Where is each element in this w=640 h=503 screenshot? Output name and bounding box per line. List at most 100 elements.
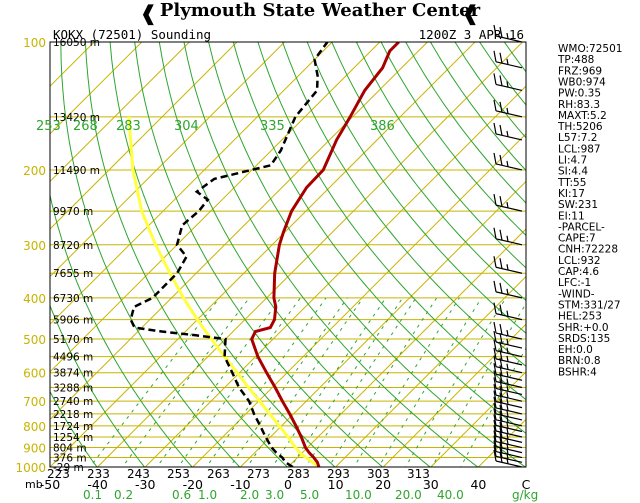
dry-adiabat-line	[84, 42, 289, 467]
dewpoint-trace	[129, 42, 329, 467]
wind-barb-staff	[495, 163, 523, 171]
dry-adiabat-line	[355, 42, 526, 269]
wind-barb-flag	[499, 101, 503, 113]
wind-barb-flag	[506, 371, 509, 378]
mixing-ratio-label: 1.0	[198, 488, 217, 502]
temperature-tick-label: 30	[423, 477, 439, 492]
theta-label-bottom: 273	[247, 467, 270, 481]
sounding-index: TP:488	[557, 54, 594, 66]
wind-barb-flag	[499, 365, 503, 376]
wind-barb-flag	[506, 404, 509, 411]
sounding-index: WB0:974	[558, 76, 606, 88]
label-layer: KOKX (72501) Sounding 1200Z 3 APR 16 100…	[15, 27, 538, 502]
wind-barb	[493, 24, 523, 43]
wind-barb-staff	[495, 110, 523, 118]
temperature-tick-label: -50	[40, 477, 60, 492]
wind-barb-flag	[493, 122, 497, 135]
dry-adiabat-line	[50, 304, 146, 467]
mixing-ratio-line	[353, 297, 460, 467]
sounding-index: TH:5206	[557, 121, 603, 133]
theta-label-top: 386	[370, 119, 395, 134]
wind-barb	[493, 330, 523, 349]
sounding-index: TT:55	[557, 177, 586, 189]
isotherm-line	[50, 42, 143, 135]
wind-barb-flag	[506, 338, 509, 345]
wind-barb	[493, 302, 523, 321]
wind-barb-flag	[499, 304, 503, 316]
height-label: 6730 m	[53, 293, 93, 305]
dry-adiabat-line	[257, 42, 526, 401]
dry-adiabat-line	[306, 42, 526, 334]
wind-barb-staff	[495, 394, 523, 402]
wind-barb-flag	[493, 440, 497, 452]
mixing-ratio-label: 0.1	[83, 488, 102, 502]
wind-barb-flag	[493, 302, 497, 314]
wind-barb-flag	[506, 264, 509, 271]
wind-barb-staff	[495, 83, 523, 92]
isotherm-line	[50, 42, 476, 467]
wind-barb-flag	[499, 332, 503, 344]
wind-barb-flag	[493, 339, 497, 351]
isotherm-line	[50, 42, 381, 373]
mixing-ratio-label: 3.0	[265, 488, 284, 502]
sounding-index: EI:11	[558, 210, 585, 222]
wind-barb-flag	[493, 24, 497, 37]
sounding-index: PW:0.35	[558, 88, 601, 100]
wind-barb	[493, 99, 523, 118]
temperature-trace	[250, 42, 400, 467]
wind-barb-staff	[495, 204, 523, 212]
wind-barb-flag	[506, 130, 509, 137]
temperature-tick-label: 0	[284, 477, 292, 492]
mixing-ratio-label: 2.0	[240, 488, 259, 502]
dry-adiabat-line	[158, 42, 431, 467]
wind-barb-flag	[493, 280, 497, 292]
height-label: 2218 m	[53, 409, 93, 421]
pressure-tick-label: 600	[23, 367, 46, 381]
wind-barb	[493, 363, 523, 381]
temperature-tick-label: C	[522, 477, 531, 492]
wind-barb-staff	[495, 373, 523, 381]
plot-frame	[49, 41, 527, 468]
sounding-index: LCL:987	[558, 143, 601, 155]
wind-barb-flag	[493, 384, 497, 396]
pressure-tick-label: 700	[23, 395, 46, 409]
pressure-tick-label: 400	[23, 292, 46, 306]
isotherm-line	[97, 42, 523, 467]
wind-barb-flag	[499, 154, 503, 166]
temperature-tick-label: -20	[183, 477, 203, 492]
wind-barb	[493, 377, 523, 396]
wind-barb-flag	[499, 379, 503, 390]
wind-barb-flag	[506, 363, 509, 370]
wind-barb-staff	[495, 291, 523, 299]
wind-barb-staff	[495, 387, 523, 396]
wind-barb-flag	[499, 386, 503, 397]
height-label: -29 m	[53, 462, 84, 474]
dry-adiabat-line	[429, 42, 526, 172]
height-label: 1724 m	[53, 421, 93, 433]
wind-barb-flag	[493, 194, 497, 206]
wind-barb	[493, 384, 523, 402]
wind-barb-flag	[493, 414, 497, 426]
wind-barb-flag	[506, 355, 509, 362]
mixing-ratio-label: 5.0	[300, 488, 319, 502]
theta-label-bottom: 253	[167, 467, 190, 481]
sounding-index: BSHR:4	[558, 366, 597, 378]
wind-barb-flag	[499, 372, 503, 384]
sounding-index: -PARCEL-	[558, 221, 605, 233]
pressure-tick-label: 1000	[15, 461, 46, 475]
theta-label-bottom: 233	[87, 467, 110, 481]
sounding-index: WMO:72501	[558, 43, 622, 55]
height-label: 7655 m	[53, 268, 93, 280]
dry-adiabat-line	[405, 42, 526, 204]
wind-barb-flag	[506, 107, 509, 114]
sounding-index: -WIND-	[558, 288, 595, 300]
wind-barb-flag	[493, 152, 497, 165]
wind-barb-flag	[506, 392, 509, 399]
wind-barb-staff	[495, 424, 523, 433]
theta-label-top: 268	[73, 119, 98, 134]
pressure-tick-label: 100	[23, 36, 46, 50]
wind-barb-flag	[493, 449, 497, 462]
mixing-ratio-line	[290, 297, 404, 467]
wind-barb-staff	[495, 419, 523, 427]
wind-barb-staff	[495, 313, 523, 321]
